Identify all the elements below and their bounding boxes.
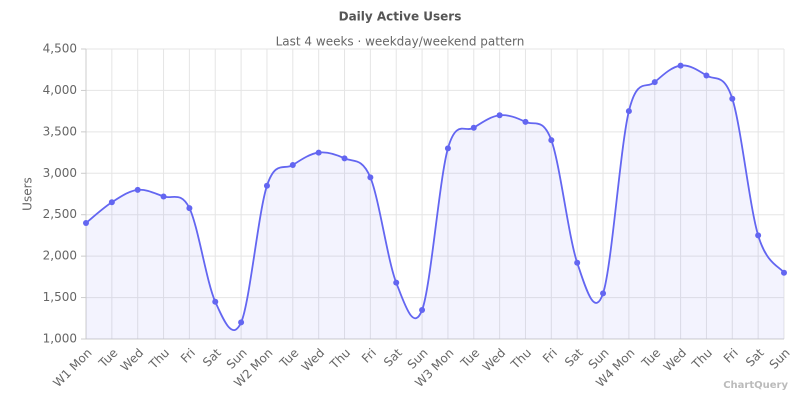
point [108,199,115,206]
x-tick-label: Tue [457,346,482,371]
area [86,65,784,340]
point [703,72,710,79]
point [83,220,89,226]
x-tick-label: W1 Mon [50,346,94,390]
point [212,298,219,305]
x-tick-label: Wed [661,346,689,374]
x-tick-label: Fri [721,346,741,366]
point [315,149,322,156]
x-tick-label: Thu [327,346,354,373]
y-tick-label: 1,000 [43,332,77,346]
x-tick-label: Tue [638,346,663,371]
point [522,118,529,125]
y-tick-label: 1,500 [43,290,77,304]
y-tick-label: 3,000 [43,166,77,180]
x-tick-label: Fri [359,346,379,366]
watermark: ChartQuery [723,380,788,391]
y-tick-label: 4,500 [43,42,77,56]
x-tick-label: Wed [299,346,327,374]
point [548,137,555,144]
point [444,145,451,152]
x-tick-label: Tue [276,346,301,371]
x-tick-label: Thu [688,346,715,373]
point [289,162,296,168]
x-tick-label: Tue [95,346,120,371]
point [755,232,762,239]
line [85,64,785,331]
y-tick-label: 4,000 [43,83,77,97]
point [651,79,658,86]
chart-subtitle: Last 4 weeks · weekday/weekend pattern [276,35,525,49]
x-tick-label: Sat [200,345,224,369]
point [574,259,581,266]
point [186,205,193,212]
point [625,108,632,115]
point [496,112,503,119]
y-tick-label: 2,000 [43,249,77,263]
point [238,319,245,326]
point [367,174,374,181]
point [134,186,141,193]
x-tick-label: Fri [540,346,560,366]
point [393,279,400,286]
point [341,155,348,162]
x-tick-label: Sat [381,345,405,369]
x-tick-label: Sat [743,345,767,369]
point [600,290,607,297]
x-tick-label: Thu [146,346,173,373]
point [470,124,477,131]
point [781,269,787,276]
point [419,307,426,313]
point [263,182,270,189]
point [729,95,736,102]
x-tick-label: Thu [508,346,535,373]
x-tick-label: Sun [767,346,793,372]
chart-title: Daily Active Users [339,10,462,24]
y-tick-label: 2,500 [43,207,77,221]
x-tick-label: Wed [480,346,508,374]
point [160,193,167,200]
point [677,62,684,69]
x-tick-label: Fri [178,346,198,366]
y-tick-label: 3,500 [43,124,77,138]
y-axis-label: Users [21,177,35,211]
x-tick-label: Sat [562,345,586,369]
x-tick-label: Wed [118,346,146,374]
